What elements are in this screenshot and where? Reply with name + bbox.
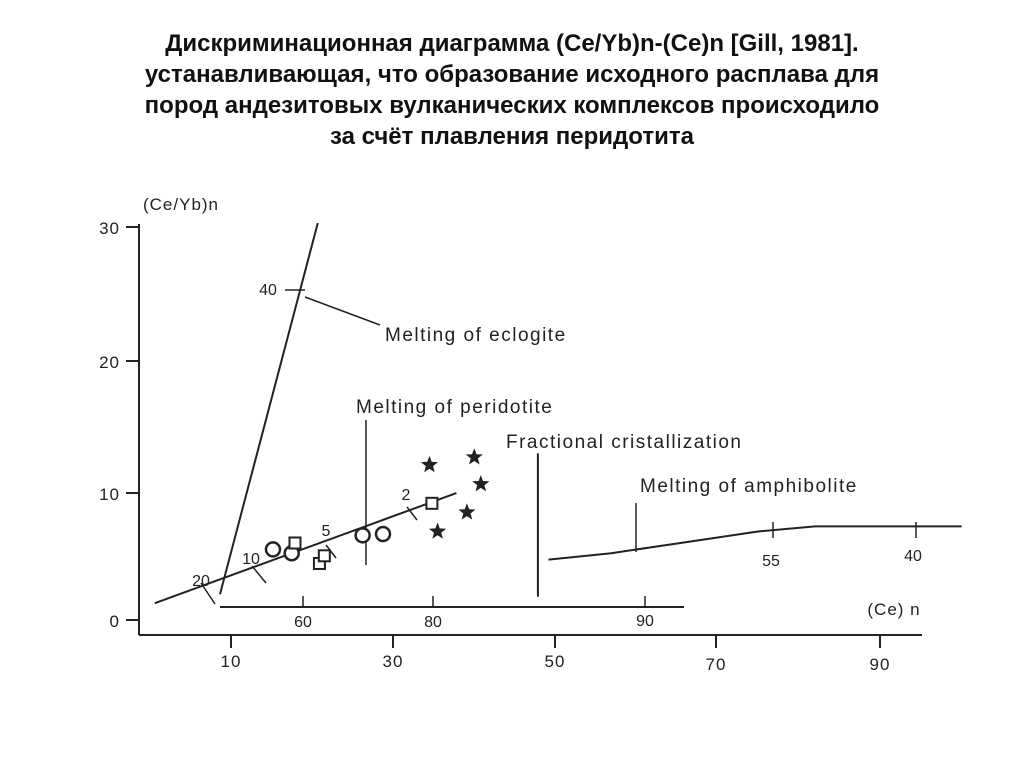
y-tick-label: 20 (99, 353, 120, 372)
point-square (317, 549, 331, 563)
curve-mark-label: 2 (402, 487, 411, 504)
data-points (264, 448, 490, 570)
x-tick-label: 50 (545, 652, 566, 671)
label-melting-peridotite: Melting of peridotite (356, 397, 553, 418)
label-melting-amphibolite: Melting of amphibolite (640, 476, 858, 497)
label-fractional-crystallization: Fractional cristallization (506, 432, 742, 453)
inner-axis-tick-label: 90 (636, 613, 654, 630)
inner-axis-tick-label: 80 (424, 614, 442, 631)
curve-mark-label: 5 (322, 523, 331, 540)
curve-mark (251, 565, 267, 584)
y-tick-label: 0 (110, 612, 120, 631)
y-axis-title: (Ce/Yb)n (143, 195, 219, 214)
curve-mark-label: 10 (242, 551, 260, 568)
labels: (Ce/Yb)n (Ce) n Melting of eclogite Melting… (143, 195, 922, 619)
x-tick-label: 10 (221, 652, 242, 671)
x-axis-title: (Ce) n (867, 600, 920, 619)
curves (154, 222, 962, 605)
y-tick-label: 30 (99, 219, 120, 238)
point-square (425, 496, 439, 510)
point-star (465, 448, 483, 465)
point-circle (374, 525, 392, 543)
curve-mark-label: 55 (762, 553, 780, 570)
x-tick-label: 90 (870, 655, 891, 674)
x-tick-label: 70 (706, 655, 727, 674)
point-star (420, 455, 438, 473)
curve-mark (325, 544, 337, 559)
title-line-4: за счёт плавления перидотита (330, 123, 694, 150)
point-star (472, 475, 490, 492)
title-line-3: пород андезитовых вулканических комплекс… (144, 92, 880, 119)
curve-mark (200, 582, 216, 605)
curve-mark-label: 20 (192, 573, 210, 590)
curve-mark-label: 40 (904, 548, 922, 565)
title-line-2: устанавливающая, что образование исходно… (144, 61, 880, 88)
point-star (458, 503, 476, 520)
point-star (429, 522, 447, 539)
curve-mark (406, 506, 418, 521)
eclogite-curve (219, 222, 319, 595)
peridotite-curve (154, 492, 457, 605)
inner-axis-tick-label: 60 (294, 614, 312, 631)
point-circle (354, 527, 371, 544)
amphibolite-curve (548, 525, 962, 561)
point-square (288, 536, 302, 550)
curve-mark-label: 40 (259, 282, 277, 299)
axes (138, 224, 922, 636)
ticks: 0 10 20 30 10 30 50 70 90 60 80 90 (99, 219, 891, 674)
x-tick-label: 30 (383, 652, 404, 671)
leader-line (304, 296, 381, 326)
title-line-1: Дискриминационная диаграмма (Ce/Yb)n-(Ce… (165, 30, 859, 57)
y-tick-label: 10 (99, 485, 120, 504)
slide-title: Дискриминационная диаграмма (Ce/Yb)n-(Ce… (40, 28, 984, 152)
label-melting-eclogite: Melting of eclogite (385, 325, 567, 346)
point-circle (264, 541, 282, 558)
